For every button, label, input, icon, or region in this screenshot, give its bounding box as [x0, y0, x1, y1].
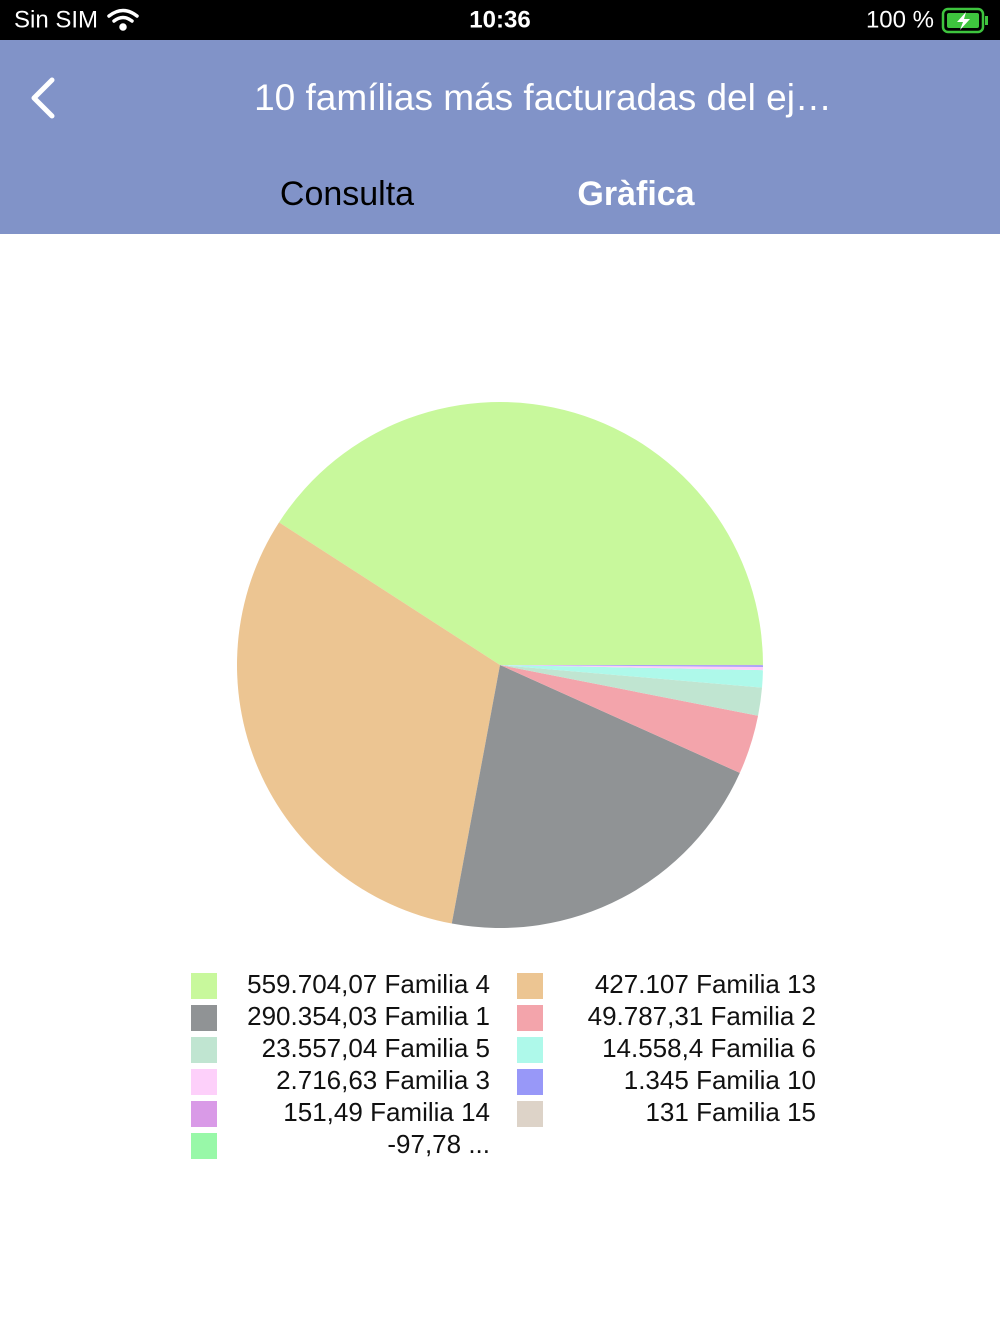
legend-swatch — [191, 1101, 217, 1127]
legend-label: 559.704,07 Familia 4 — [247, 969, 490, 999]
legend-label: 49.787,31 Familia 2 — [588, 1001, 816, 1031]
carrier: Sin SIM — [14, 6, 98, 33]
nav-bar — [0, 40, 1000, 234]
legend-swatch — [517, 973, 543, 999]
legend-swatch — [191, 973, 217, 999]
legend-value: 2.716,63 — [276, 1065, 377, 1095]
legend-label: 23.557,04 Familia 5 — [262, 1033, 490, 1063]
legend-label: 151,49 Familia 14 — [283, 1097, 490, 1127]
legend-label: 131 Familia 15 — [645, 1097, 816, 1127]
legend-swatch — [191, 1005, 217, 1031]
legend-swatch — [191, 1037, 217, 1063]
tab-active[interactable]: Gràfica — [577, 175, 695, 213]
legend-name: Familia 5 — [385, 1033, 490, 1063]
legend-value: 49.787,31 — [588, 1001, 704, 1031]
legend-value: 151,49 — [283, 1097, 363, 1127]
legend-value: 290.354,03 — [247, 1001, 377, 1031]
legend-label: 1.345 Familia 10 — [624, 1065, 816, 1095]
legend-name: Familia 2 — [711, 1001, 816, 1031]
legend-swatch — [517, 1101, 543, 1127]
legend-name: Familia 6 — [711, 1033, 816, 1063]
legend-swatch — [517, 1005, 543, 1031]
legend-swatch — [191, 1069, 217, 1095]
legend-swatch — [517, 1069, 543, 1095]
legend-label: -97,78 ... — [387, 1129, 490, 1159]
legend-name: Familia 1 — [385, 1001, 490, 1031]
legend-swatch — [191, 1133, 217, 1159]
tab[interactable]: Consulta — [280, 175, 414, 213]
legend-label: 2.716,63 Familia 3 — [276, 1065, 490, 1095]
legend-name: Familia 13 — [696, 969, 816, 999]
legend-value: 131 — [645, 1097, 688, 1127]
legend-value: 427.107 — [595, 969, 689, 999]
legend-name: Familia 10 — [696, 1065, 816, 1095]
legend-value: 1.345 — [624, 1065, 689, 1095]
legend-value: 14.558,4 — [602, 1033, 703, 1063]
legend-name: Familia 15 — [696, 1097, 816, 1127]
legend-label: 14.558,4 Familia 6 — [602, 1033, 816, 1063]
legend-value: 23.557,04 — [262, 1033, 378, 1063]
legend-swatch — [517, 1037, 543, 1063]
nav-title: 10 famílias más facturadas del ej… — [254, 77, 832, 118]
legend-value: -97,78 — [387, 1129, 461, 1159]
clock: 10:36 — [469, 6, 530, 33]
legend-name: ... — [468, 1129, 490, 1159]
legend-name: Familia 14 — [370, 1097, 490, 1127]
legend-value: 559.704,07 — [247, 969, 377, 999]
legend-label: 427.107 Familia 13 — [595, 969, 816, 999]
legend-name: Familia 3 — [385, 1065, 490, 1095]
legend-name: Familia 4 — [385, 969, 490, 999]
battery-text: 100 % — [866, 6, 934, 33]
legend-label: 290.354,03 Familia 1 — [247, 1001, 490, 1031]
